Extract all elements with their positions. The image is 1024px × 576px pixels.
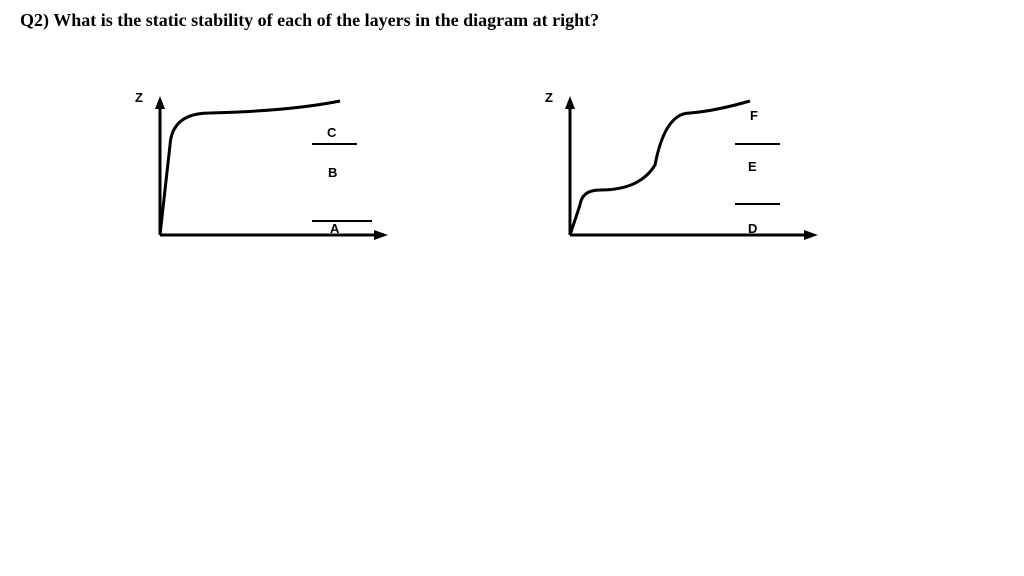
x-arrow (374, 230, 388, 240)
layer-label-c: C (327, 125, 336, 140)
question-body: What is the static stability of each of … (53, 10, 599, 30)
z-axis-label: Z (545, 90, 553, 105)
diagrams-container: Z C B A Z F E D (130, 95, 840, 255)
left-plot-svg (130, 95, 430, 255)
question-text: Q2) What is the static stability of each… (20, 10, 599, 31)
layer-label-e: E (748, 159, 757, 174)
sep-line-f (735, 143, 780, 145)
right-plot-svg (540, 95, 840, 255)
sep-line-c (312, 143, 357, 145)
layer-label-d: D (748, 221, 757, 236)
right-diagram: Z F E D (540, 95, 840, 255)
sep-line-e (735, 203, 780, 205)
left-diagram: Z C B A (130, 95, 430, 255)
question-label: Q2) (20, 10, 49, 30)
layer-label-b: B (328, 165, 337, 180)
sep-line-b (312, 220, 372, 222)
layer-label-a: A (330, 221, 339, 236)
y-arrow (565, 96, 575, 109)
y-arrow (155, 96, 165, 109)
left-curve (160, 101, 340, 235)
layer-label-f: F (750, 108, 758, 123)
z-axis-label: Z (135, 90, 143, 105)
x-arrow (804, 230, 818, 240)
right-curve (570, 101, 750, 235)
